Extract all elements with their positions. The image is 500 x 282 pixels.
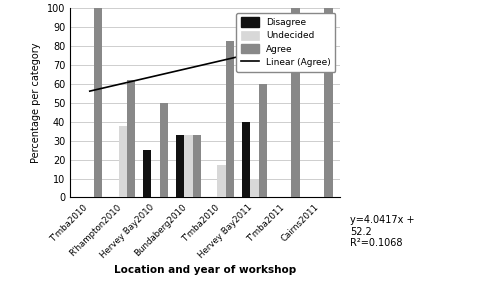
Bar [94, 8, 102, 197]
Bar [226, 41, 234, 197]
Bar [218, 165, 226, 197]
Y-axis label: Percentage per category: Percentage per category [31, 43, 41, 163]
Bar [127, 80, 135, 197]
Text: y=4.0417x +
52.2
R²=0.1068: y=4.0417x + 52.2 R²=0.1068 [350, 215, 414, 248]
Bar [250, 179, 258, 197]
Bar [118, 125, 127, 197]
Bar [144, 150, 152, 197]
Bar [184, 135, 192, 197]
Bar [258, 84, 266, 197]
X-axis label: Location and year of workshop: Location and year of workshop [114, 265, 296, 275]
Bar [292, 8, 300, 197]
Bar [324, 8, 332, 197]
Bar [160, 103, 168, 197]
Legend: Disagree, Undecided, Agree, Linear (Agree): Disagree, Undecided, Agree, Linear (Agre… [236, 13, 336, 72]
Bar [242, 122, 250, 197]
Bar [192, 135, 201, 197]
Bar [176, 135, 184, 197]
